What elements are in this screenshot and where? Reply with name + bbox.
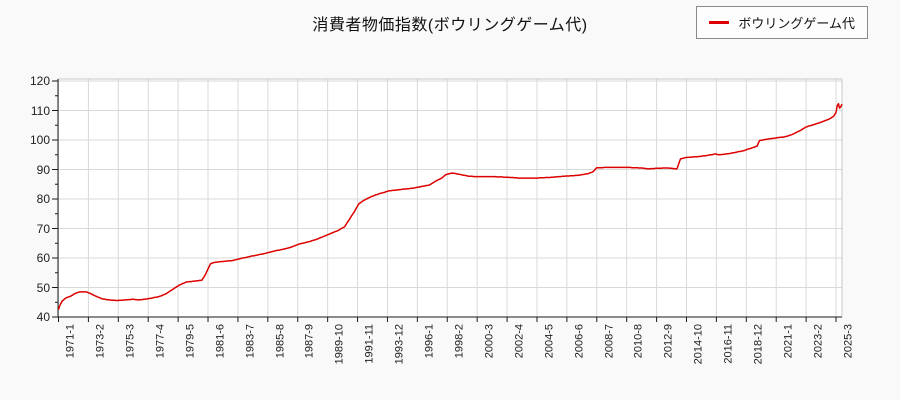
x-tick-label: 1985-8	[273, 324, 286, 359]
x-tick-label: 2010-8	[632, 324, 645, 359]
legend-line-icon	[709, 21, 730, 24]
y-tick-label: 90	[36, 162, 50, 177]
cpi-line-series	[57, 102, 843, 310]
x-tick-label: 1993-12	[393, 324, 406, 365]
x-tick-label: 1996-1	[423, 324, 436, 359]
x-tick-label: 1981-6	[214, 324, 227, 359]
x-tick-label: 2014-10	[692, 324, 705, 365]
y-tick-label: 120	[29, 74, 50, 88]
x-tick-label: 1979-5	[184, 324, 197, 359]
y-tick-label: 40	[36, 310, 50, 324]
y-tick-label: 80	[36, 192, 50, 206]
plot-background	[58, 79, 842, 317]
x-tick-label: 1983-7	[243, 324, 256, 359]
x-tick-label: 2000-3	[483, 324, 496, 359]
y-tick-label: 50	[36, 280, 50, 295]
x-tick-label: 2018-12	[752, 324, 765, 365]
chart-title: 消費者物価指数(ボウリングゲーム代)	[312, 17, 588, 34]
x-tick-label: 2008-7	[602, 324, 615, 359]
x-tick-label: 1987-9	[303, 324, 316, 359]
x-tick-label: 2004-5	[542, 324, 555, 359]
y-tick-label: 70	[36, 221, 50, 236]
x-tick-label: 2016-11	[722, 324, 735, 364]
x-tick-label: 2006-6	[572, 324, 585, 359]
x-tick-label: 2021-1	[782, 324, 795, 359]
x-tick-label: 1971-1	[64, 324, 77, 359]
x-tick-label: 2023-2	[812, 324, 825, 359]
x-tick-label: 1989-10	[333, 324, 346, 365]
x-tick-label: 1973-2	[94, 324, 107, 359]
y-tick-label: 100	[29, 133, 50, 147]
legend-box: ボウリングゲーム代	[696, 6, 868, 39]
y-tick-label: 60	[36, 251, 50, 265]
x-tick-label: 1991-11	[363, 324, 376, 364]
x-tick-label: 2025-3	[842, 324, 855, 359]
x-tick-label: 1975-3	[124, 324, 137, 359]
x-tick-label: 2002-4	[513, 324, 526, 359]
x-tick-label: 1977-4	[154, 324, 167, 359]
x-tick-label: 2012-9	[662, 324, 675, 359]
y-tick-label: 110	[30, 103, 50, 118]
x-tick-label: 1998-2	[453, 324, 466, 359]
legend-series-label: ボウリングゲーム代	[738, 16, 855, 31]
